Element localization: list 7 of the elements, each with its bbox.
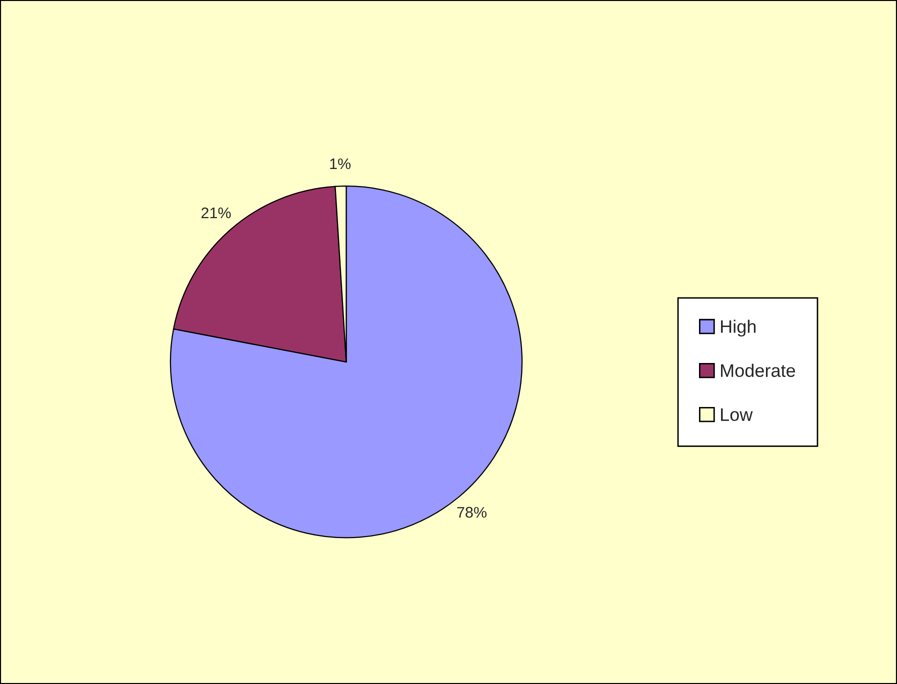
data-label: 78% bbox=[457, 506, 487, 518]
data-label: 1% bbox=[330, 158, 351, 170]
pie-slice bbox=[170, 186, 523, 538]
data-label: 21% bbox=[202, 207, 231, 218]
legend-label: High bbox=[721, 320, 756, 337]
legend-label: Low bbox=[721, 408, 753, 421]
legend-label: Moderate bbox=[721, 364, 796, 377]
